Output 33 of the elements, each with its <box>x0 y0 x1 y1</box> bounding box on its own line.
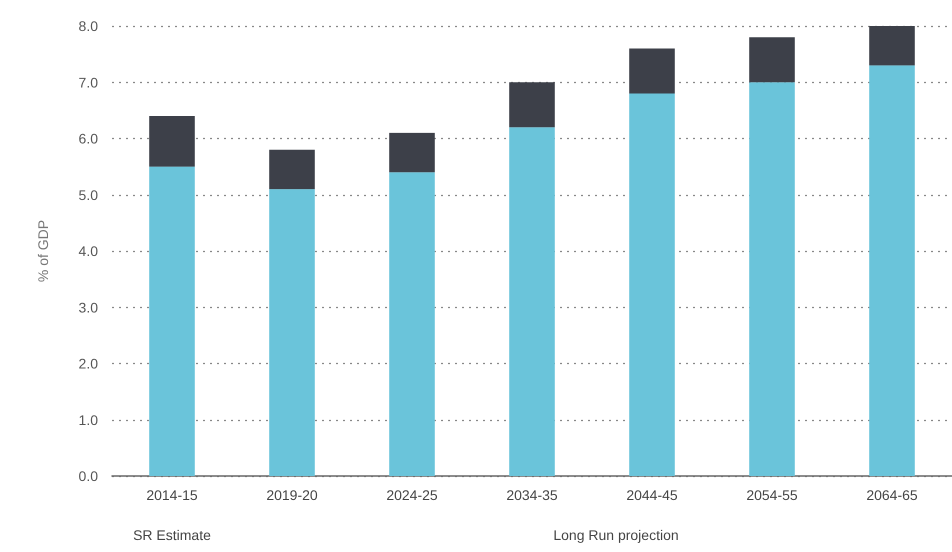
y-tick-label: 5.0 <box>78 186 98 203</box>
bar <box>509 82 555 128</box>
x-tick-label: 2044-45 <box>626 487 678 503</box>
y-tick-label: 8.0 <box>78 18 98 34</box>
x-tick-label: 2034-35 <box>506 487 558 503</box>
text: Long Run projection <box>553 527 679 543</box>
y-tick-label: 0.0 <box>78 468 98 484</box>
bar <box>749 37 795 82</box>
y-tick-label: 1.0 <box>78 412 98 428</box>
bar <box>869 65 915 476</box>
bar <box>149 166 195 476</box>
y-tick-label: 2.0 <box>78 356 98 372</box>
bar <box>749 82 795 476</box>
bar <box>629 94 675 476</box>
x-tick-label: 2019-20 <box>266 487 318 503</box>
y-tick-label: 3.0 <box>78 299 98 316</box>
bar <box>869 26 915 66</box>
bar <box>269 150 315 190</box>
bar <box>389 172 435 476</box>
y-tick-label: 6.0 <box>78 130 98 146</box>
bar <box>509 127 555 476</box>
text: SR Estimate <box>133 527 212 543</box>
y-tick-label: 4.0 <box>78 243 98 259</box>
bar <box>149 116 195 167</box>
x-tick-label: 2024-25 <box>386 487 438 503</box>
bar <box>629 48 675 94</box>
y-tick-label: 7.0 <box>78 74 98 90</box>
bar <box>269 189 315 476</box>
bar <box>389 132 435 172</box>
x-tick-label: 2014-15 <box>146 487 198 503</box>
x-tick-label: 2064-65 <box>866 487 918 503</box>
x-tick-label: 2054-55 <box>746 487 798 503</box>
y-axis-title: % of GDP <box>35 220 51 282</box>
